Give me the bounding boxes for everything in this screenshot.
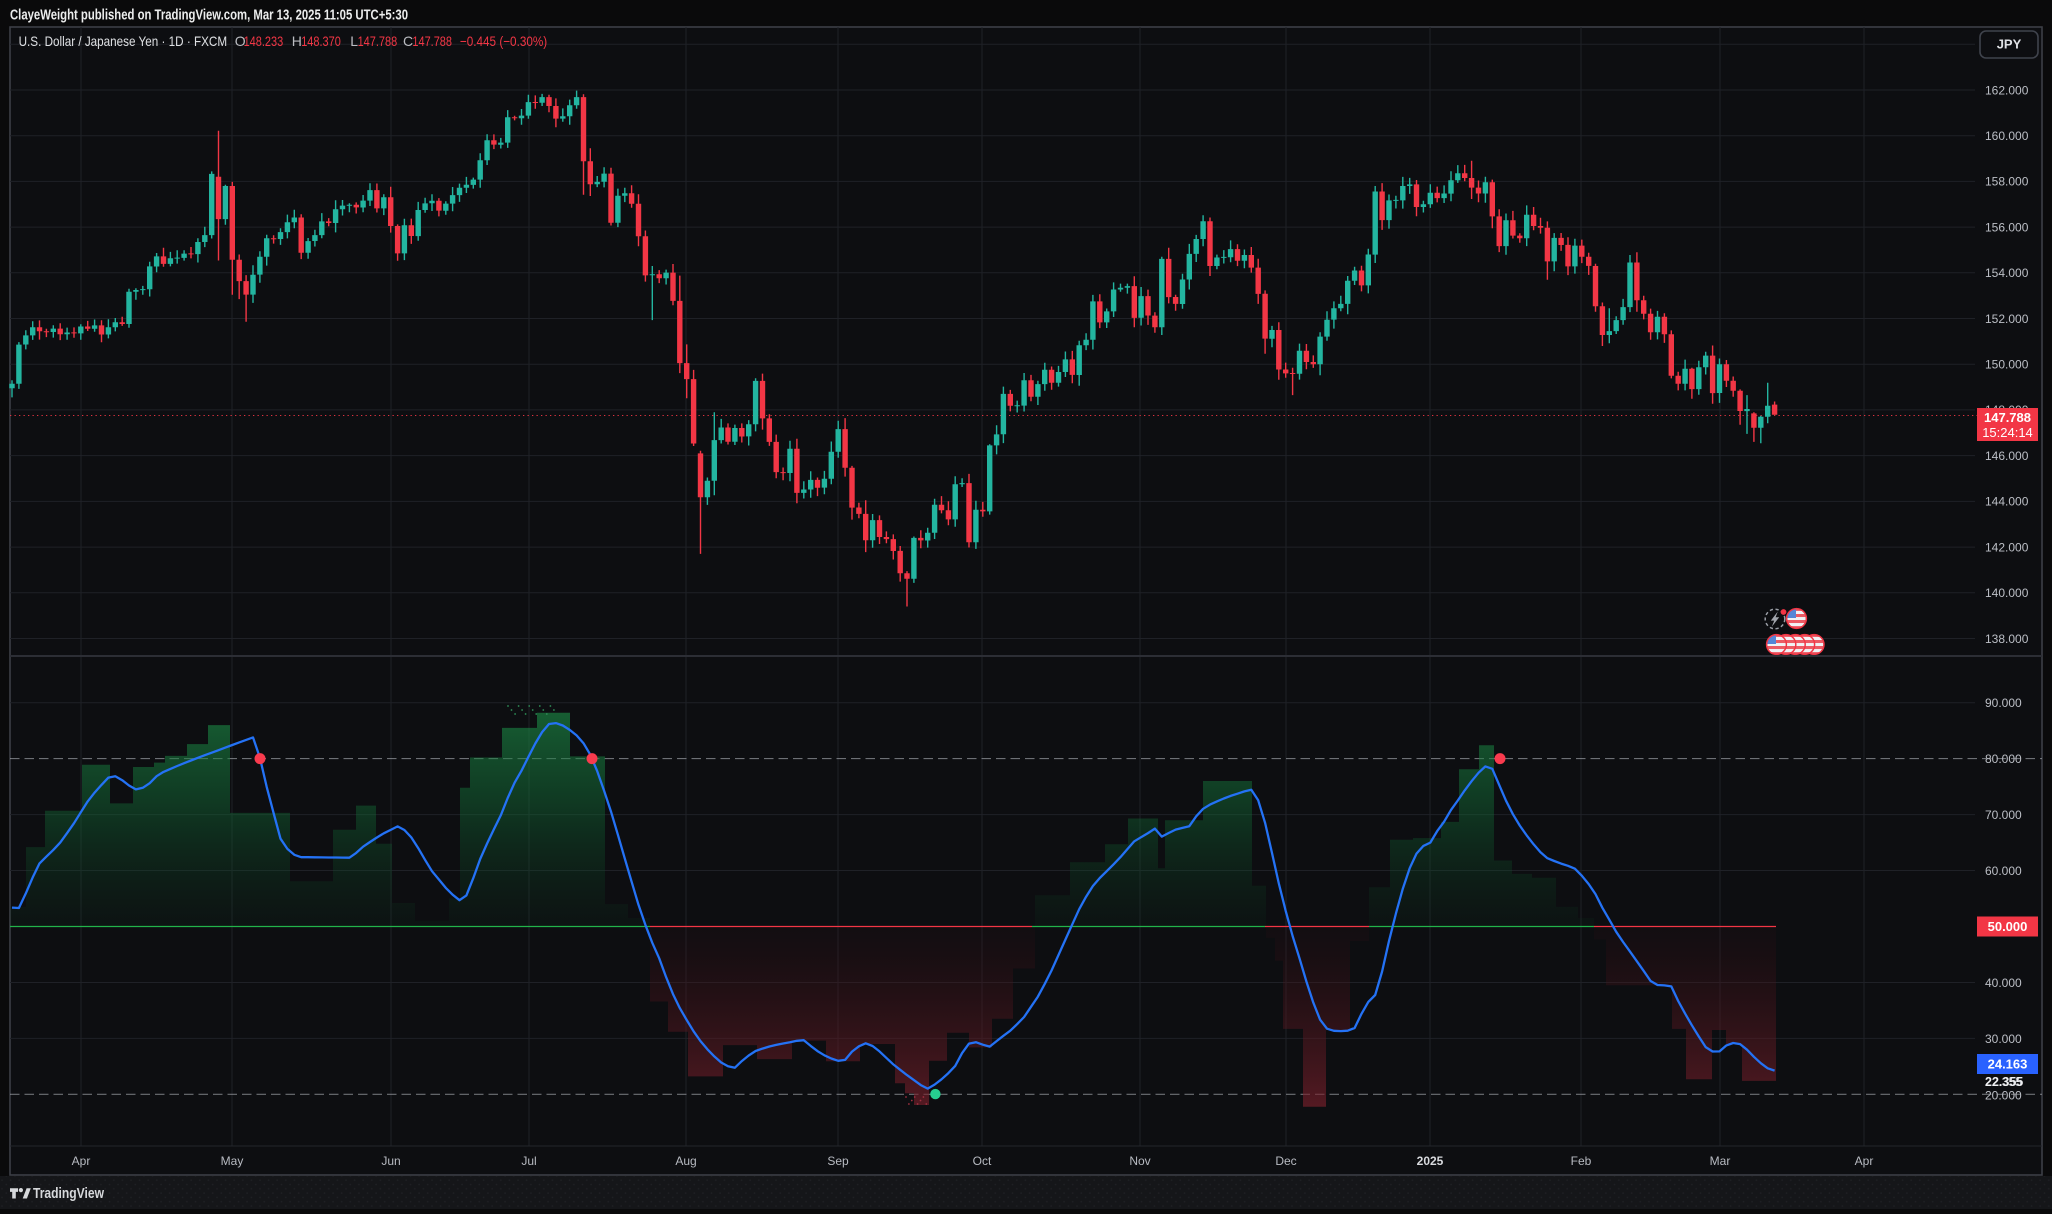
svg-text:147.788: 147.788 [358,33,398,49]
svg-text:40.000: 40.000 [1985,976,2022,990]
svg-text:Jul: Jul [521,1154,536,1168]
svg-text:Mar: Mar [1710,1154,1731,1168]
svg-text:22.355: 22.355 [1985,1075,2023,1089]
svg-text:156.000: 156.000 [1985,220,2029,234]
svg-text:162.000: 162.000 [1985,83,2029,97]
svg-text:Aug: Aug [675,1154,696,1168]
svg-text:TradingView: TradingView [33,1186,105,1202]
svg-text:Oct: Oct [973,1154,992,1168]
svg-text:146.000: 146.000 [1985,449,2029,463]
svg-text:Jun: Jun [381,1154,400,1168]
svg-text:30.000: 30.000 [1985,1032,2022,1046]
svg-text:150.000: 150.000 [1985,358,2029,372]
svg-text:148.370: 148.370 [301,33,341,49]
svg-text:20.000: 20.000 [1985,1088,2022,1102]
svg-text:147.788: 147.788 [1984,410,2031,425]
svg-text:2025: 2025 [1417,1154,1444,1168]
svg-text:60.000: 60.000 [1985,864,2022,878]
svg-text:O: O [235,33,246,49]
svg-text:H: H [292,33,302,49]
svg-text:L: L [350,33,358,49]
svg-text:22.355: 22.355 [1985,1075,2022,1089]
svg-text:−0.445 (−0.30%): −0.445 (−0.30%) [460,33,547,49]
svg-text:147.788: 147.788 [412,33,452,49]
svg-text:Dec: Dec [1275,1154,1296,1168]
svg-text:U.S. Dollar / Japanese Yen · 1: U.S. Dollar / Japanese Yen · 1D · FXCM [19,33,228,49]
svg-text:148.233: 148.233 [244,33,284,49]
svg-text:138.000: 138.000 [1985,632,2029,646]
svg-text:15:24:14: 15:24:14 [1982,425,2033,440]
svg-text:May: May [221,1154,244,1168]
svg-text:50.000: 50.000 [1988,919,2028,934]
svg-text:Feb: Feb [1571,1154,1592,1168]
svg-text:140.000: 140.000 [1985,586,2029,600]
svg-text:158.000: 158.000 [1985,175,2029,189]
svg-text:Apr: Apr [1855,1154,1874,1168]
svg-text:160.000: 160.000 [1985,129,2029,143]
svg-text:142.000: 142.000 [1985,540,2029,554]
svg-text:Apr: Apr [72,1154,91,1168]
svg-text:70.000: 70.000 [1985,808,2022,822]
svg-text:144.000: 144.000 [1985,495,2029,509]
svg-text:152.000: 152.000 [1985,312,2029,326]
svg-text:ClayeWeight published on Tradi: ClayeWeight published on TradingView.com… [10,8,408,24]
svg-text:C: C [403,33,413,49]
svg-text:154.000: 154.000 [1985,266,2029,280]
svg-text:Sep: Sep [827,1154,849,1168]
svg-text:Nov: Nov [1129,1154,1150,1168]
svg-text:24.163: 24.163 [1988,1057,2028,1072]
svg-text:90.000: 90.000 [1985,696,2022,710]
svg-text:JPY: JPY [1997,37,2022,52]
